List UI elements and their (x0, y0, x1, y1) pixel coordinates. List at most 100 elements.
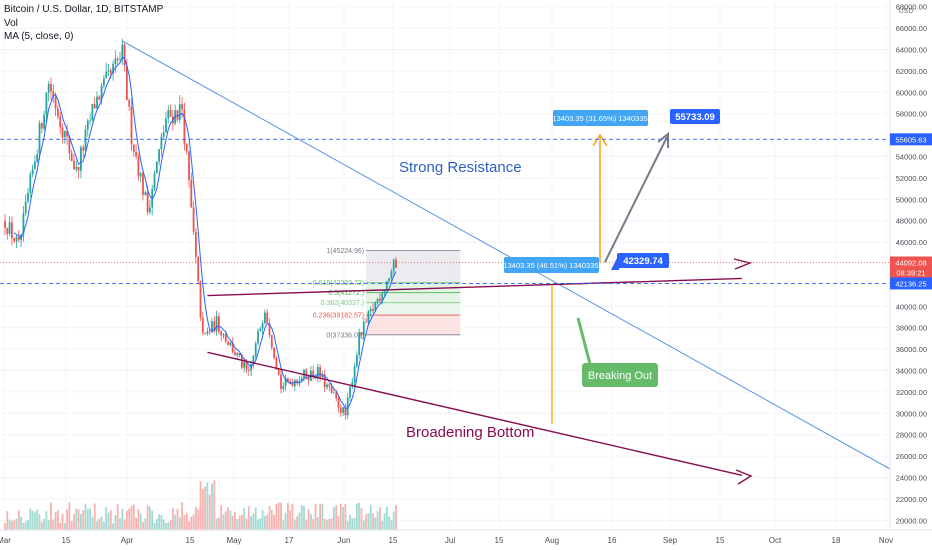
measure-upper-box[interactable] (553, 110, 648, 126)
candle-body (300, 378, 303, 381)
candle-body (146, 192, 149, 213)
volume-bar (123, 519, 126, 530)
y-tick-label: 54000.00 (896, 153, 927, 162)
breakout-price-label: 42329.74 (623, 256, 663, 267)
candle-body (109, 70, 112, 74)
candle-body (132, 144, 135, 153)
countdown-label: 08:39:21 (896, 269, 925, 278)
volume-bar (303, 505, 305, 530)
candle-body (360, 332, 363, 336)
volume-bar (362, 520, 365, 530)
candle-body (231, 342, 234, 353)
candle-body (220, 331, 223, 336)
volume-bar (243, 507, 246, 530)
candle-body (264, 312, 266, 324)
candle-body (218, 316, 220, 332)
volume-bar (385, 506, 388, 530)
volume-bar (314, 504, 317, 530)
y-tick-label: 68000.00 (896, 3, 927, 12)
volume-bar (75, 508, 78, 530)
candle-body (27, 192, 29, 202)
candle-body (238, 353, 241, 356)
candle-body (91, 104, 94, 121)
volume-bar (234, 511, 236, 530)
volume-bar (305, 519, 308, 530)
y-tick-label: 40000.00 (896, 302, 927, 311)
candle-body (298, 380, 301, 384)
candle-body (128, 99, 131, 107)
candle-body (107, 70, 110, 72)
candle-body (381, 293, 384, 301)
candle-body (89, 120, 91, 122)
volume-bar (197, 509, 200, 530)
x-tick-label: 17 (285, 536, 294, 545)
measure-lower-box[interactable] (504, 257, 599, 273)
volume-bar (45, 511, 48, 530)
candle-body (98, 96, 101, 100)
y-tick-label: 64000.00 (896, 46, 927, 55)
volume-bar (280, 502, 282, 530)
breaking-out-callout[interactable] (582, 363, 658, 387)
candle-body (247, 369, 250, 371)
candle-body (335, 392, 338, 399)
candle-body (121, 44, 124, 60)
x-tick-label: Nov (879, 536, 893, 545)
volume-bar (390, 520, 393, 530)
volume-bar (34, 512, 36, 530)
volume-bar (91, 516, 94, 530)
volume-bar (287, 502, 289, 530)
candle-body (351, 382, 354, 387)
volume-bar (358, 502, 361, 530)
candle-body (254, 343, 257, 356)
ma-indicator-label[interactable]: MA (5, close, 0) (4, 31, 74, 42)
volume-indicator-label[interactable]: Vol (4, 18, 18, 29)
candle-body (80, 147, 82, 171)
volume-bar (17, 510, 20, 530)
candle-body (162, 132, 165, 137)
candle-body (59, 116, 62, 128)
volume-bar (86, 509, 89, 530)
y-tick-label: 22000.00 (896, 495, 927, 504)
broadening-bottom-label: Broadening Bottom (406, 424, 534, 441)
volume-bar (100, 516, 103, 530)
candle-body (374, 302, 377, 311)
candle-body (369, 309, 372, 312)
time-axis: Mar 15 Apr 15 May 17 Jun 15 Jul 15 Aug 16 Sep 15 Oct 18… (0, 529, 932, 545)
candle-body (261, 323, 264, 329)
candle-body (24, 201, 27, 214)
candle-body (167, 109, 170, 119)
strong-resistance-label: Strong Resistance (399, 159, 522, 176)
candle-body (130, 106, 133, 145)
y-tick-label: 36000.00 (896, 345, 927, 354)
price-level-tag (890, 277, 932, 290)
candle-body (289, 381, 292, 383)
volume-bar (312, 519, 315, 530)
volume-bar (342, 506, 344, 530)
candle-body (213, 321, 216, 332)
volume-bar (270, 509, 273, 530)
target-price-tag[interactable] (670, 109, 720, 124)
fib-zone (366, 315, 461, 335)
candle-body (328, 384, 331, 387)
volume-bar (326, 520, 328, 530)
volume-bar (335, 505, 338, 530)
candle-body (84, 129, 87, 151)
candle-body (395, 259, 397, 268)
volume-bar (149, 506, 151, 530)
x-tick-label: Mar (0, 536, 11, 545)
candle-body (215, 316, 218, 332)
x-tick-label: Apr (121, 536, 134, 545)
volume-bar (73, 514, 75, 530)
candle-body (34, 161, 36, 169)
breakout-price-tag[interactable] (617, 253, 669, 268)
candle-body (356, 355, 358, 367)
price-level-label: 44092.08 (895, 259, 926, 268)
candle-body (287, 378, 289, 382)
candle-body (333, 392, 335, 394)
volume-bar (165, 522, 167, 530)
candle-body (29, 174, 32, 193)
volume-bar (162, 519, 165, 530)
x-tick-label: 15 (716, 536, 725, 545)
